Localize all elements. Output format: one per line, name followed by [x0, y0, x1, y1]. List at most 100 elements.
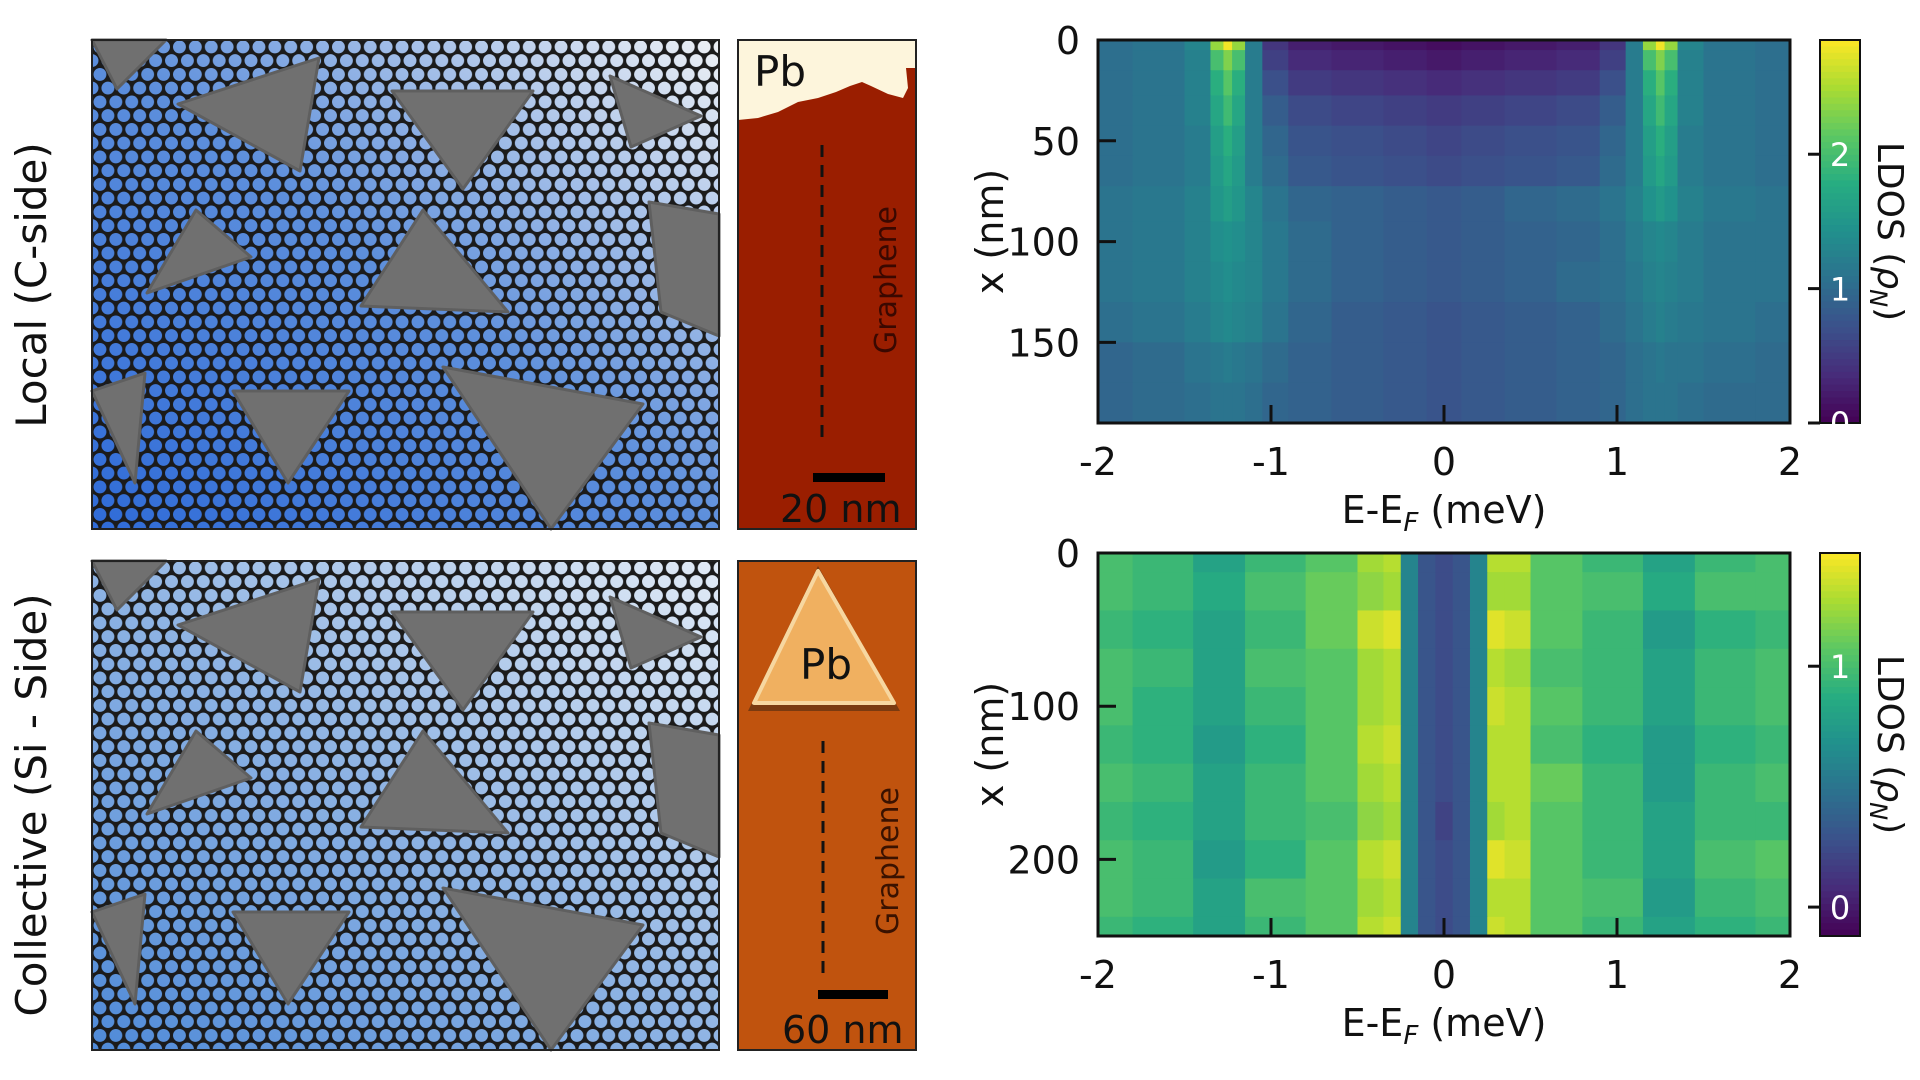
heatmap-cell	[1677, 155, 1705, 187]
heatmap-cell	[1184, 221, 1212, 263]
colorbar-segment	[1820, 808, 1860, 816]
heatmap-cell	[1305, 801, 1359, 841]
heatmap-cell	[1383, 687, 1402, 726]
colorbar-segment	[1820, 333, 1860, 341]
colorbar-segment	[1820, 827, 1860, 835]
heatmap-cell	[1461, 125, 1506, 157]
colorbar-segment	[1820, 129, 1860, 137]
heatmap-cell	[1703, 302, 1756, 343]
heatmap-cell	[1694, 553, 1756, 573]
heatmap-cell	[1556, 261, 1601, 303]
heatmap-cell	[1132, 801, 1194, 841]
heatmap-cell	[1642, 40, 1657, 51]
heatmap-cell	[1245, 186, 1263, 223]
heatmap-cell	[1426, 221, 1462, 263]
heatmap-cell	[1232, 50, 1246, 71]
heatmap-cell	[1383, 916, 1402, 937]
heatmap-cell	[1098, 186, 1134, 223]
heatmap-cell	[1383, 801, 1402, 841]
colorbar-segment	[1820, 371, 1860, 380]
heatmap-cell	[1461, 186, 1506, 223]
colorbar-segment	[1820, 314, 1860, 322]
heatmap-cell	[1530, 878, 1583, 918]
heatmap-cell	[1132, 725, 1194, 765]
colorbar-segment	[1820, 161, 1860, 169]
heatmap-cell	[1357, 610, 1385, 650]
heatmap-cell	[1193, 687, 1246, 726]
y-tick-label: 0	[1056, 532, 1080, 576]
heatmap-cell	[1642, 725, 1696, 765]
heatmap-cell	[1582, 687, 1644, 726]
colorbar-segment	[1820, 46, 1860, 54]
heatmap-cell	[1487, 801, 1506, 841]
colorbar-segment	[1820, 629, 1860, 637]
colorbar-segment	[1820, 257, 1860, 265]
heatmap-cell	[1625, 40, 1644, 51]
heatmap-cell	[1642, 302, 1657, 343]
heatmap-cell	[1625, 155, 1644, 187]
heatmap-cell	[1582, 801, 1644, 841]
heatmap-cell	[1383, 155, 1428, 187]
heatmap-cell	[1469, 648, 1488, 688]
heatmap-cell	[1599, 342, 1627, 384]
heatmap-cell	[1098, 70, 1134, 97]
colorbar-segment	[1820, 365, 1860, 373]
heatmap-cell	[1245, 916, 1307, 937]
heatmap-cell	[1400, 801, 1419, 841]
heatmap-cell	[1655, 125, 1666, 157]
heatmap-cell	[1625, 302, 1644, 343]
heatmap-cell	[1469, 553, 1488, 573]
colorbar-segment	[1820, 295, 1860, 303]
y-tick-label: 100	[1007, 221, 1080, 265]
heatmap-cell	[1582, 763, 1644, 803]
x-tick-label: 2	[1778, 440, 1802, 484]
heatmap-cell	[1418, 801, 1436, 841]
heatmap-cell	[1305, 610, 1359, 650]
heatmap-cell	[1098, 878, 1134, 918]
heatmap-cell	[1599, 221, 1627, 263]
heatmap-cell	[1677, 50, 1705, 71]
colorbar-segment	[1820, 878, 1860, 886]
colorbar-segment	[1820, 770, 1860, 778]
heatmap-cell	[1223, 125, 1233, 157]
heatmap-cell	[1556, 40, 1601, 51]
heatmap-cell	[1331, 155, 1385, 187]
colorbar-segment	[1820, 610, 1860, 618]
heatmap-cell	[1625, 261, 1644, 303]
heatmap-cell	[1469, 572, 1488, 612]
colorbar-segment	[1820, 731, 1860, 739]
heatmap-cell	[1245, 763, 1307, 803]
heatmap-cell	[1461, 70, 1506, 97]
colorbar-tick-label: 0	[1830, 889, 1850, 927]
heatmap-cell	[1305, 553, 1359, 573]
heatmap-cell	[1400, 763, 1419, 803]
heatmap-cell	[1418, 840, 1436, 880]
pb-label: Pb	[800, 640, 852, 689]
heatmap-cell	[1245, 687, 1307, 726]
colorbar-segment	[1820, 193, 1860, 201]
heatmap-cell	[1132, 95, 1186, 127]
heatmap-cell	[1487, 878, 1506, 918]
heatmap-cell	[1262, 70, 1289, 97]
heatmap-cell	[1642, 553, 1696, 573]
heatmap-cell	[1504, 95, 1558, 127]
colorbar-segment	[1820, 320, 1860, 328]
heatmap-cell	[1556, 95, 1601, 127]
heatmap-cell	[1305, 763, 1359, 803]
heatmap-cell	[1703, 125, 1756, 157]
heatmap-cell	[1357, 763, 1385, 803]
scale-bar	[818, 990, 888, 999]
heatmap-cell	[1210, 125, 1225, 157]
heatmap-cell	[1642, 687, 1696, 726]
heatmap-cell	[1642, 572, 1696, 612]
heatmap-cell	[1677, 95, 1705, 127]
heatmap-cell	[1098, 648, 1134, 688]
colorbar-segment	[1820, 584, 1860, 592]
colorbar-segment	[1820, 97, 1860, 105]
heatmap-cell	[1331, 342, 1385, 384]
heatmap-cell	[1599, 95, 1627, 127]
heatmap-cell	[1504, 186, 1558, 223]
heatmap-cell	[1755, 840, 1791, 880]
heatmap-cell	[1755, 155, 1791, 187]
